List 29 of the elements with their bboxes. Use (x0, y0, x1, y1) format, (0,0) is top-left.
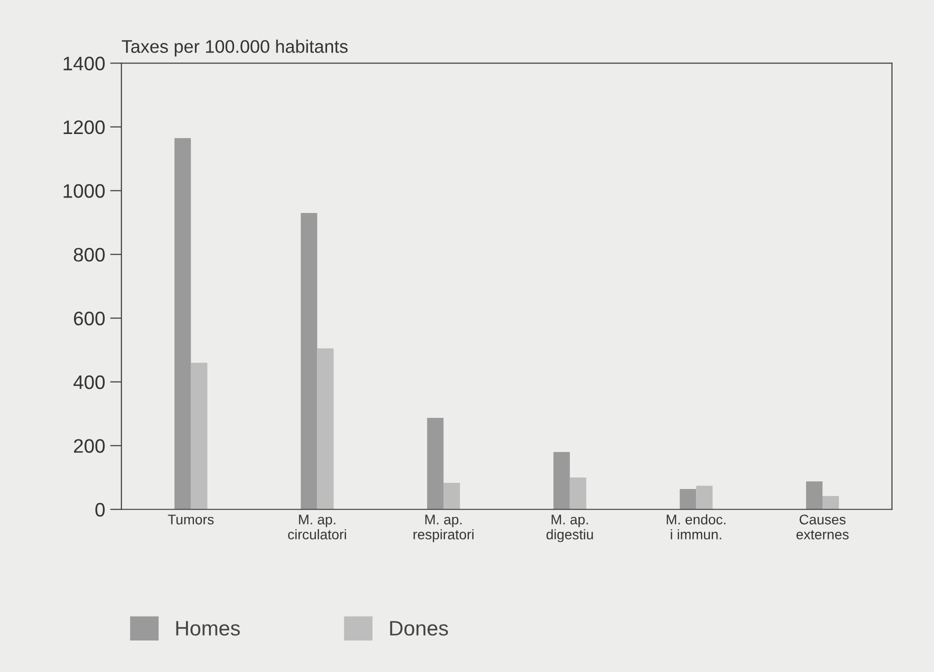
bar (317, 348, 334, 510)
x-tick-label: M. ap. respiratori (414, 514, 474, 542)
x-tick-label: M. ap. circulatori (288, 514, 346, 540)
legend-label: Homes (176, 621, 240, 636)
legend-label: Dones (390, 621, 448, 636)
y-tick-label: 1400 (64, 56, 105, 70)
y-tick-label: 1200 (64, 120, 105, 134)
bar (680, 488, 696, 510)
bar (300, 212, 318, 510)
bar (696, 486, 713, 510)
y-tick-label: 200 (74, 439, 105, 453)
x-tick-label: Tumors (168, 514, 214, 524)
y-tick-label: 600 (74, 312, 105, 326)
bar (174, 138, 191, 510)
y-tick-label: 400 (73, 375, 105, 390)
bar (553, 452, 570, 510)
bar (427, 418, 444, 510)
x-tick-label: M. endoc. i immun. (666, 514, 726, 540)
y-tick-label: 1000 (64, 184, 105, 198)
y-tick-label: 0 (95, 502, 105, 517)
x-tick-label: M. ap. digestiu (546, 514, 593, 542)
y-axis-title: Taxes per 100.000 habitants (122, 40, 348, 56)
bar (806, 481, 822, 510)
y-tick-label: 800 (74, 248, 105, 262)
bar (570, 478, 586, 510)
x-tick-label: Causes externes (796, 514, 849, 540)
bar (822, 496, 839, 510)
bar (190, 362, 208, 510)
bar (444, 482, 460, 510)
